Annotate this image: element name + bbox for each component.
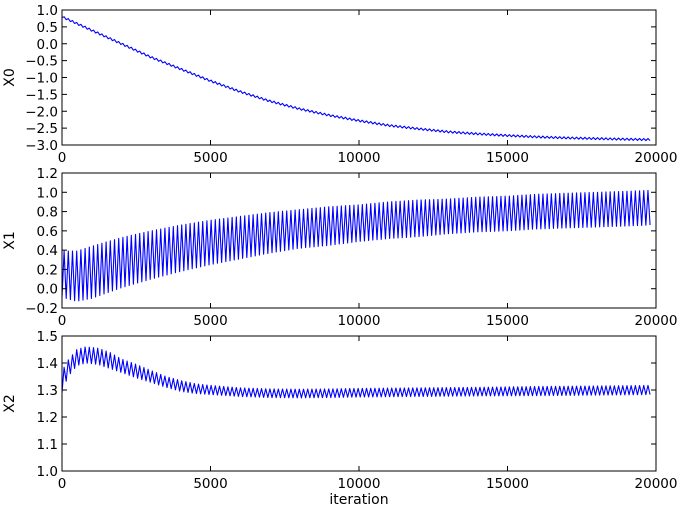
y-tick-label-2-0: 1.0 xyxy=(37,464,58,480)
x-tick-label-0-1: 5000 xyxy=(193,150,227,166)
x-tick-label-2-3: 15000 xyxy=(486,476,529,492)
panel-2: 0 5000 10000 15000 20000 1.0 1.1 1.2 1.3 1.4 1.5 X2… xyxy=(2,329,677,508)
x-axis-label-2: iteration xyxy=(329,492,388,508)
series-line-0-0 xyxy=(61,16,651,142)
y-tick-label-1-4: 0.6 xyxy=(37,224,58,240)
plot-frame-1 xyxy=(61,172,657,309)
x-tick-label-2-2: 10000 xyxy=(338,476,381,492)
y-tick-label-0-5: −0.5 xyxy=(25,54,58,70)
x-tick-label-1-0: 0 xyxy=(58,313,67,329)
y-tick-label-2-5: 1.5 xyxy=(37,329,58,345)
x-tick-label-2-4: 20000 xyxy=(635,476,678,492)
y-tick-label-2-4: 1.4 xyxy=(37,356,58,372)
y-tick-label-1-1: 0.0 xyxy=(37,282,58,298)
y-tick-label-0-7: 0.5 xyxy=(37,20,58,36)
series-line-2-0 xyxy=(61,346,651,399)
x-tick-label-2-0: 0 xyxy=(58,476,67,492)
y-tick-label-0-0: −3.0 xyxy=(25,138,58,154)
y-tick-label-0-1: −2.5 xyxy=(25,121,58,137)
y-tick-label-1-2: 0.2 xyxy=(37,262,58,278)
y-axis-label-2: X2 xyxy=(2,394,18,413)
y-tick-label-0-4: −1.0 xyxy=(25,71,58,87)
y-tick-label-1-3: 0.4 xyxy=(37,243,58,259)
panel-0: 0 5000 10000 15000 20000 −3.0−2.5−2.0−1.5−1.0… xyxy=(2,3,677,166)
plot-frame-0 xyxy=(61,9,657,146)
y-tick-label-0-8: 1.0 xyxy=(37,3,58,19)
x-tick-label-0-0: 0 xyxy=(58,150,67,166)
y-tick-label-0-3: −1.5 xyxy=(25,87,58,103)
y-tick-label-1-0: −0.2 xyxy=(25,301,58,317)
y-tick-label-2-2: 1.2 xyxy=(37,410,58,426)
y-tick-label-1-6: 1.0 xyxy=(37,185,58,201)
y-axis-label-1: X1 xyxy=(2,231,18,250)
y-axis-label-0: X0 xyxy=(2,68,18,87)
panel-1: 0 5000 10000 15000 20000 −0.2 0.0 0.2 0.4 0.6 0.8 1… xyxy=(2,166,677,329)
y-tick-label-1-5: 0.8 xyxy=(37,205,58,221)
y-tick-label-0-2: −2.0 xyxy=(25,104,58,120)
y-tick-label-0-6: 0.0 xyxy=(37,37,58,53)
x-tick-label-0-2: 10000 xyxy=(338,150,381,166)
x-tick-label-1-2: 10000 xyxy=(338,313,381,329)
x-tick-label-0-4: 20000 xyxy=(635,150,678,166)
x-tick-label-1-4: 20000 xyxy=(635,313,678,329)
y-tick-label-2-3: 1.3 xyxy=(37,383,58,399)
y-tick-label-1-7: 1.2 xyxy=(37,166,58,182)
x-tick-label-1-1: 5000 xyxy=(193,313,227,329)
x-tick-label-2-1: 5000 xyxy=(193,476,227,492)
x-tick-label-0-3: 15000 xyxy=(486,150,529,166)
plot-frame-2 xyxy=(61,335,657,472)
series-line-1-0 xyxy=(61,189,651,302)
y-tick-label-2-1: 1.1 xyxy=(37,437,58,453)
x-tick-label-1-3: 15000 xyxy=(486,313,529,329)
